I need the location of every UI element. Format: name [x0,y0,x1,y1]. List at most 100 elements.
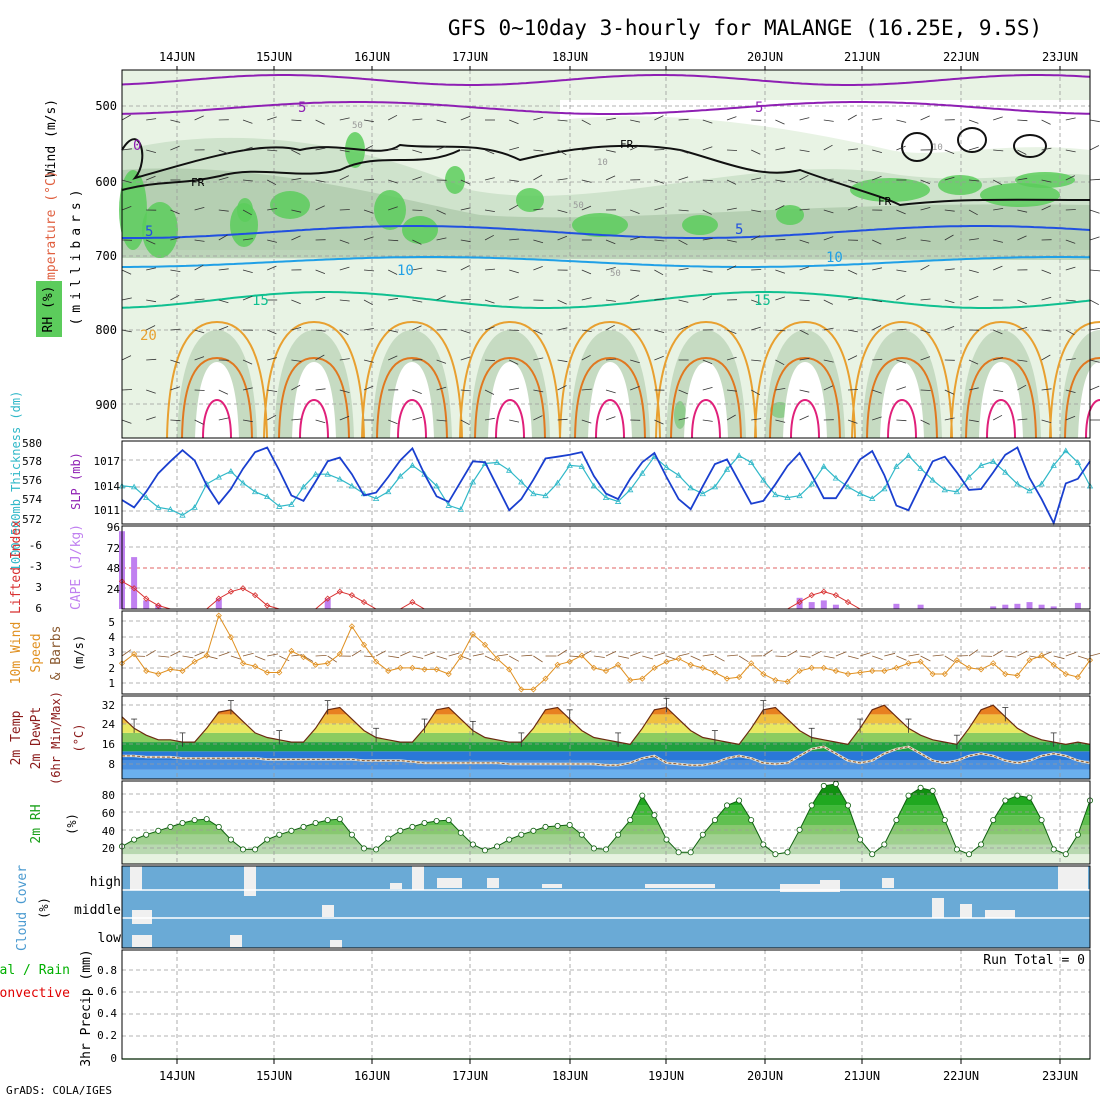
wind10m-tick-label: 2 [108,662,115,675]
wind-barb [824,270,834,271]
contour-label: 5 [298,100,306,116]
rh2m-point [603,847,608,852]
rh2m-point [906,793,911,798]
thickness-tick-label: 574 [22,493,42,506]
rh2m-point [882,842,887,847]
wind-barb [412,210,422,211]
top-date-label: 19JUN [648,50,684,64]
wind-barb [1066,210,1076,211]
cape-bar [809,602,815,609]
rh2m-point [628,818,633,823]
rh2m-point [374,847,379,852]
cape-axis-label: CAPE (J/kg) [69,524,84,610]
bottom-date-label: 19JUN [648,1069,684,1083]
thickness-tick-label: 580 [22,437,42,450]
contour-label: 20 [140,328,157,344]
cape-bar [821,600,827,609]
cloud-level-label: middle [74,903,121,918]
rh2m-tick-label: 80 [102,789,115,802]
rh2m-point [858,837,863,842]
cloud-level-label: high [90,875,121,890]
cloud-clear-block [437,878,462,888]
contour-label: 50 [352,121,363,131]
bottom-date-label: 23JUN [1042,1069,1078,1083]
rh2m-point [1075,832,1080,837]
cloud-axis-label: Cloud Cover [15,865,30,951]
rh2m-point [664,837,669,842]
cloud-clear-block [487,878,499,888]
cape-bar [131,557,137,609]
lifted-index-axis-label: Lifted Index [9,520,24,614]
rh2m-point [410,824,415,829]
wind-barb [509,330,519,331]
run-total-label: Run Total = 0 [983,953,1085,968]
rh2m-point [168,824,173,829]
rh2m-point [313,820,318,825]
pressure-tick-label: 800 [95,323,117,337]
pressure-tick-label: 500 [95,99,117,113]
wind10m-tick-label: 5 [108,616,115,629]
temp2m-tick-label: 32 [102,699,115,712]
contour-label: 5 [145,224,153,240]
rh2m-point [979,842,984,847]
wind-barb [437,330,447,331]
rh2m-point [216,824,221,829]
top-date-label: 14JUN [159,50,195,64]
cloud-clear-block [932,898,944,918]
rh2m-point [337,817,342,822]
temp2m-unit-label: (°C) [72,724,86,753]
rh2m-point [785,850,790,855]
cloud-cover-panel: high middle low Cloud Cover (%) [15,865,1090,951]
cape-bar [1075,603,1081,609]
contour-label: 15 [754,293,771,309]
rh-moist-cell [516,188,544,212]
contour-label: 10 [826,250,843,266]
rh2m-point [894,818,899,823]
li-tick-label: -3 [29,560,42,573]
rh2m-unit-label: (%) [65,813,79,835]
bottom-date-label: 21JUN [844,1069,880,1083]
precip-tick-label: 0.2 [97,1029,117,1042]
pressure-tick-label: 600 [95,175,117,189]
rh2m-baseline-fill [122,854,1090,864]
precip-total-label: Total / Rain [0,963,70,978]
rh-moist-cell [402,216,438,244]
rh2m-point [132,837,137,842]
rh2m-point [712,818,717,823]
rh2m-axis-label: 2m RH [29,804,44,843]
wind-barb [727,150,737,151]
cape-tick-label: 24 [107,583,121,596]
contour-label: FR [191,176,205,189]
rh2m-point [555,823,560,828]
cape-bar [1002,605,1008,609]
rh2m-point [253,847,258,852]
rh2m-point [749,818,754,823]
thickness-tick-label: 578 [22,455,42,468]
rh2m-point [434,818,439,823]
rh2m-point [616,832,621,837]
rh2m-point [349,832,354,837]
top-date-label: 15JUN [256,50,292,64]
cape-bar [1027,602,1033,609]
rh2m-point [761,842,766,847]
rh2m-point [821,783,826,788]
rh2m-point [301,824,306,829]
rh2m-point [470,842,475,847]
slp-tick-label: 1014 [94,480,121,493]
rh2m-point [1003,798,1008,803]
cape-bar [893,604,899,609]
wind10m-unit-label: (m/s) [72,635,86,671]
rh2m-point [567,822,572,827]
rh2m-point [144,832,149,837]
wind-barb [848,390,858,391]
millibars-axis-label: (millibars) [69,184,84,325]
bottom-date-label: 20JUN [747,1069,783,1083]
cloud-fill [122,866,1090,948]
cloud-clear-block [330,940,342,948]
cloud-clear-block [322,905,334,917]
rh2m-point [700,832,705,837]
top-date-label: 16JUN [354,50,390,64]
wind10m-tick-label: 1 [108,677,115,690]
contour-label: 15 [252,293,269,309]
